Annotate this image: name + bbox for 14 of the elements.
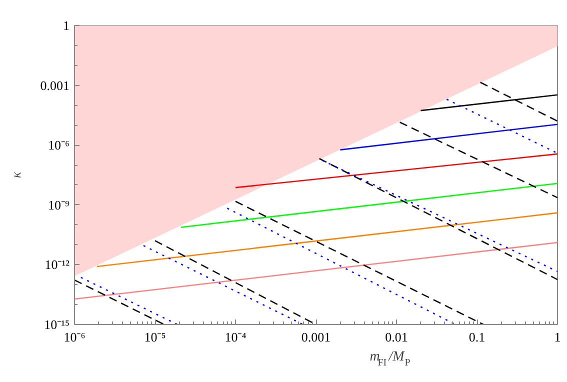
y-tick-label: 10⁻⁶ [48,138,70,153]
x-tick-label: 0.01 [385,330,408,344]
x-tick-label: 10⁻⁵ [144,330,166,344]
y-tick-label: 1 [63,18,70,33]
x-tick-label: 0.001 [301,330,331,344]
y-tick-label: 10⁻¹² [44,257,70,272]
y-tick-label: 0.001 [40,78,70,93]
x-tick-label: 10⁻⁴ [224,330,247,344]
y-tick-label: 10⁻⁹ [48,197,70,212]
x-tick-label: 1 [554,330,561,344]
x-tick-label: 10⁻⁶ [64,330,86,344]
y-tick-label: 10⁻¹⁵ [44,317,70,332]
x-tick-label: 0.1 [468,330,486,344]
y-axis-title: κ [8,171,24,178]
